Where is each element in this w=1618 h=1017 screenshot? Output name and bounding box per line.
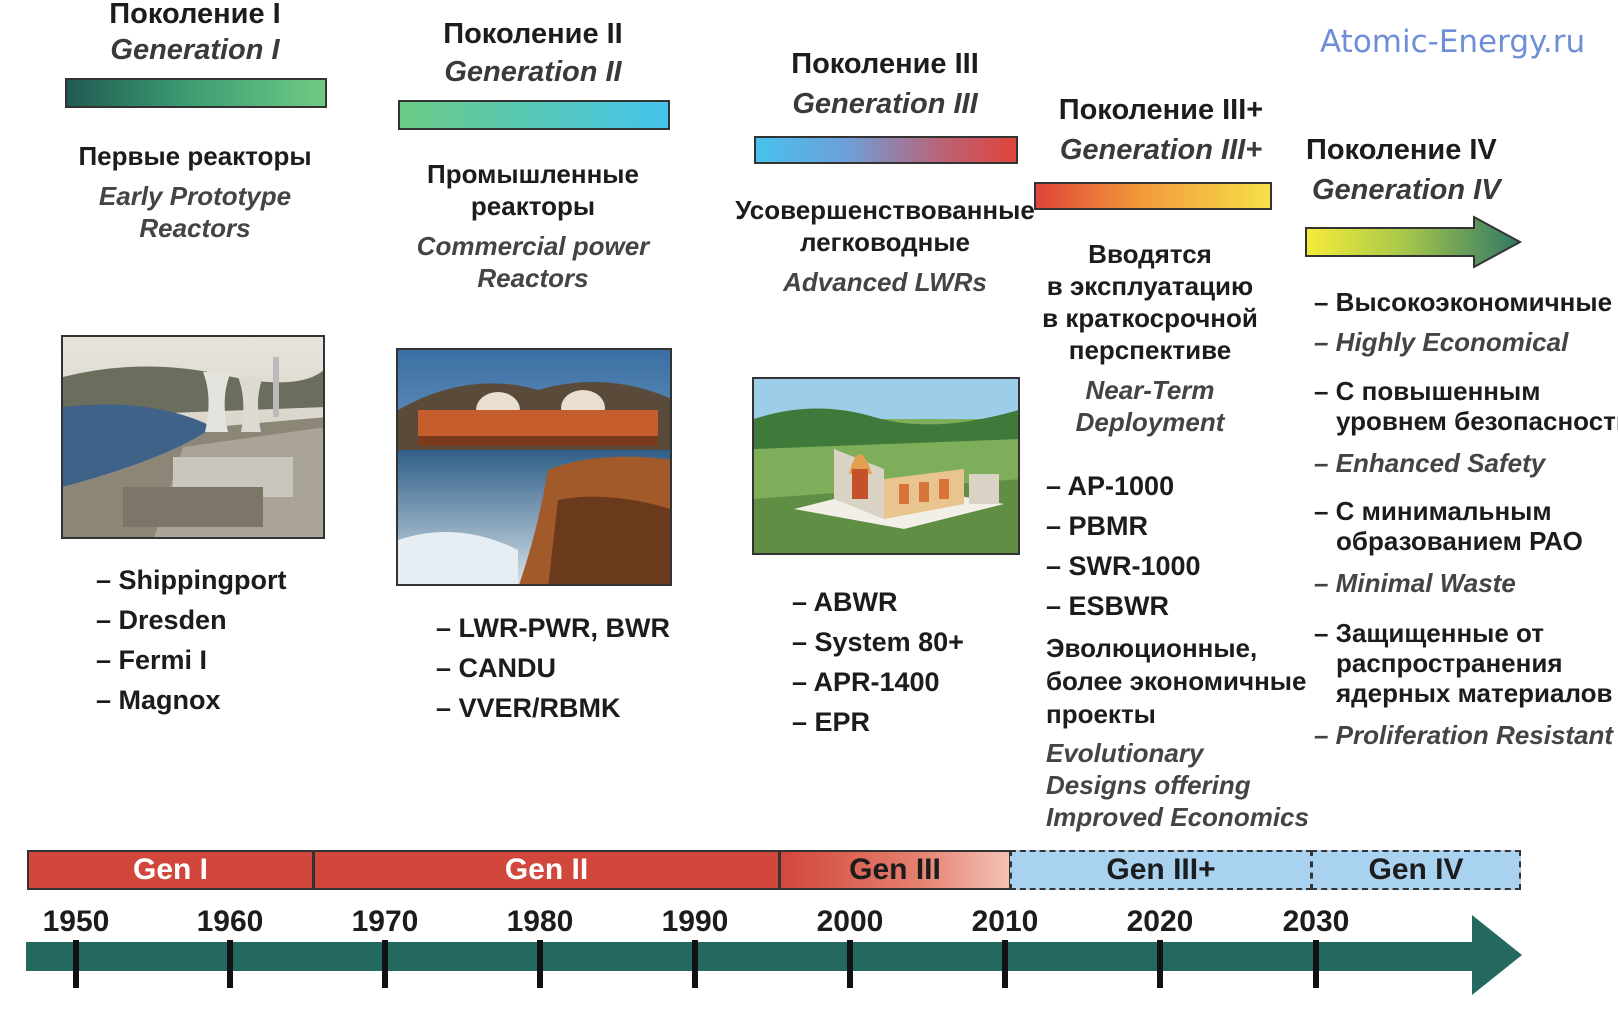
gen3-title-ru: Поколение III xyxy=(791,48,979,80)
timeline-segment-gen4: Gen IV xyxy=(1311,850,1521,890)
gen1-title-ru: Поколение I xyxy=(109,0,281,30)
gen4-feature-3-en: – Minimal Waste xyxy=(1314,568,1516,598)
list-item: Fermi I xyxy=(96,640,287,680)
list-item: APR-1400 xyxy=(792,662,964,702)
timeline-tick xyxy=(847,940,853,988)
timeline-year-2020: 2020 xyxy=(1126,905,1194,938)
gen3plus-extra-en: Evolutionary Designs offering Improved Eco… xyxy=(1046,738,1309,832)
gen4-feature-4-ru: – Защищенные от распространения ядерных ма… xyxy=(1314,618,1613,708)
gen1-reactor-list: Shippingport Dresden Fermi I Magnox xyxy=(96,560,287,720)
timeline-arrow xyxy=(26,915,1522,995)
list-item: LWR-PWR, BWR xyxy=(436,608,670,648)
list-item: EPR xyxy=(792,702,964,742)
gen2-title-en: Generation II xyxy=(444,56,622,88)
gen4-title-en: Generation IV xyxy=(1312,174,1501,206)
gen4-title-ru: Поколение IV xyxy=(1306,134,1497,166)
gen2-reactor-photo xyxy=(396,348,672,586)
gen4-feature-2-en: – Enhanced Safety xyxy=(1314,448,1546,478)
timeline-tick xyxy=(1157,940,1163,988)
gen3-title-en: Generation III xyxy=(792,88,978,120)
list-item: Magnox xyxy=(96,680,287,720)
gen3plus-desc-en: Near-Term Deployment xyxy=(1075,375,1225,437)
gen2-reactor-list: LWR-PWR, BWR CANDU VVER/RBMK xyxy=(436,608,670,728)
timeline-tick xyxy=(692,940,698,988)
gen3plus-reactor-list: AP-1000 PBMR SWR-1000 ESBWR xyxy=(1046,466,1201,626)
timeline-tick xyxy=(1313,940,1319,988)
timeline-year-1960: 1960 xyxy=(196,905,264,938)
list-item: ESBWR xyxy=(1046,586,1201,626)
list-item: CANDU xyxy=(436,648,670,688)
timeline-segment-gen1: Gen I xyxy=(27,850,314,890)
gen4-feature-1-ru: – Высокоэкономичные xyxy=(1314,287,1613,317)
gen4-feature-1-en: – Highly Economical xyxy=(1314,327,1569,357)
timeline-segment-gen2: Gen II xyxy=(313,850,780,890)
gen3plus-desc-ru: Вводятся в эксплуатацию в краткосрочной пер… xyxy=(1042,239,1258,365)
gen1-color-bar xyxy=(65,78,327,108)
list-item: PBMR xyxy=(1046,506,1201,546)
gen2-title-ru: Поколение II xyxy=(443,18,623,50)
gen4-feature-4-en: – Proliferation Resistant xyxy=(1314,720,1614,750)
gen3-reactor-list: ABWR System 80+ APR-1400 EPR xyxy=(792,582,964,742)
timeline-year-1990: 1990 xyxy=(661,905,729,938)
timeline-tick xyxy=(382,940,388,988)
gen2-desc-en: Commercial power Reactors xyxy=(416,231,650,293)
timeline-tick xyxy=(73,940,79,988)
timeline-year-2000: 2000 xyxy=(816,905,884,938)
gen4-feature-3-ru: – С минимальным образованием РАО xyxy=(1314,496,1583,556)
gen4-arrow-bar xyxy=(1305,215,1523,269)
gen2-color-bar xyxy=(398,100,670,130)
gen1-title-en: Generation I xyxy=(110,34,280,66)
timeline-year-2030: 2030 xyxy=(1282,905,1350,938)
gen1-desc-ru: Первые реакторы xyxy=(78,141,312,171)
list-item: ABWR xyxy=(792,582,964,622)
timeline-segment-gen3plus: Gen III+ xyxy=(1010,850,1312,890)
gen3-color-bar xyxy=(754,136,1018,164)
gen3-desc-en: Advanced LWRs xyxy=(783,267,987,297)
timeline-year-1980: 1980 xyxy=(506,905,574,938)
timeline-tick xyxy=(1002,940,1008,988)
brand-watermark: Atomic-Energy.ru xyxy=(1320,24,1586,60)
gen4-feature-2-ru: – С повышенным уровнем безопасности xyxy=(1314,376,1618,436)
timeline-segment-gen3: Gen III xyxy=(779,850,1011,890)
timeline-year-2010: 2010 xyxy=(971,905,1039,938)
gen3plus-title-en: Generation III+ xyxy=(1059,134,1263,166)
gen2-desc-ru: Промышленные реакторы xyxy=(427,159,639,221)
gen3-desc-ru: Усовершенствованные легководные xyxy=(735,195,1035,257)
timeline-tick xyxy=(227,940,233,988)
list-item: Dresden xyxy=(96,600,287,640)
gen3plus-color-bar xyxy=(1034,182,1272,210)
gen1-reactor-photo xyxy=(61,335,325,539)
list-item: Shippingport xyxy=(96,560,287,600)
timeline-year-1970: 1970 xyxy=(351,905,419,938)
gen1-desc-en: Early Prototype Reactors xyxy=(98,181,292,243)
list-item: VVER/RBMK xyxy=(436,688,670,728)
list-item: AP-1000 xyxy=(1046,466,1201,506)
timeline-tick xyxy=(537,940,543,988)
gen3plus-extra-ru: Эволюционные, более экономичные проекты xyxy=(1046,633,1307,729)
list-item: SWR-1000 xyxy=(1046,546,1201,586)
gen3-reactor-illustration xyxy=(752,377,1020,555)
gen3plus-title-ru: Поколение III+ xyxy=(1058,94,1264,126)
list-item: System 80+ xyxy=(792,622,964,662)
timeline-year-1950: 1950 xyxy=(42,905,110,938)
